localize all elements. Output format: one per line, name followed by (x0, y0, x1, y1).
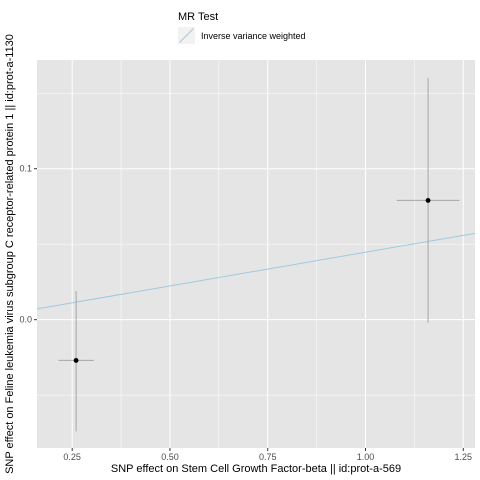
legend-label-inverse-variance-weighted: Inverse variance weighted (201, 31, 306, 41)
x-tick-label: 0.50 (161, 452, 179, 462)
legend-key-inverse-variance-weighted (178, 27, 195, 44)
y-axis-title: SNP effect on Feline leukemia virus subg… (4, 34, 16, 474)
grid-major (37, 60, 475, 448)
x-tick-label: 1.00 (357, 452, 375, 462)
data-points (73, 198, 431, 363)
legend: MR Test Inverse variance weighted (178, 11, 306, 44)
x-tick-label: 1.25 (455, 452, 473, 462)
legend-key-line (179, 28, 194, 43)
plot-panel (37, 60, 475, 448)
data-point (425, 198, 431, 203)
y-tick-label: 0.1 (19, 164, 32, 174)
fit-line-ivw (36, 232, 476, 310)
x-tick-label: 0.25 (63, 452, 81, 462)
x-tick-label: 0.75 (259, 452, 277, 462)
x-axis: 0.25 0.50 0.75 1.00 1.25 (63, 448, 472, 462)
fit-lines (36, 232, 476, 310)
y-tick-label: 0.0 (19, 315, 32, 325)
y-axis: 0.0 0.1 (19, 164, 37, 325)
grid-minor (37, 60, 475, 448)
legend-title: MR Test (178, 11, 218, 23)
data-point (73, 358, 79, 363)
x-axis-title: SNP effect on Stem Cell Growth Factor-be… (111, 463, 401, 475)
